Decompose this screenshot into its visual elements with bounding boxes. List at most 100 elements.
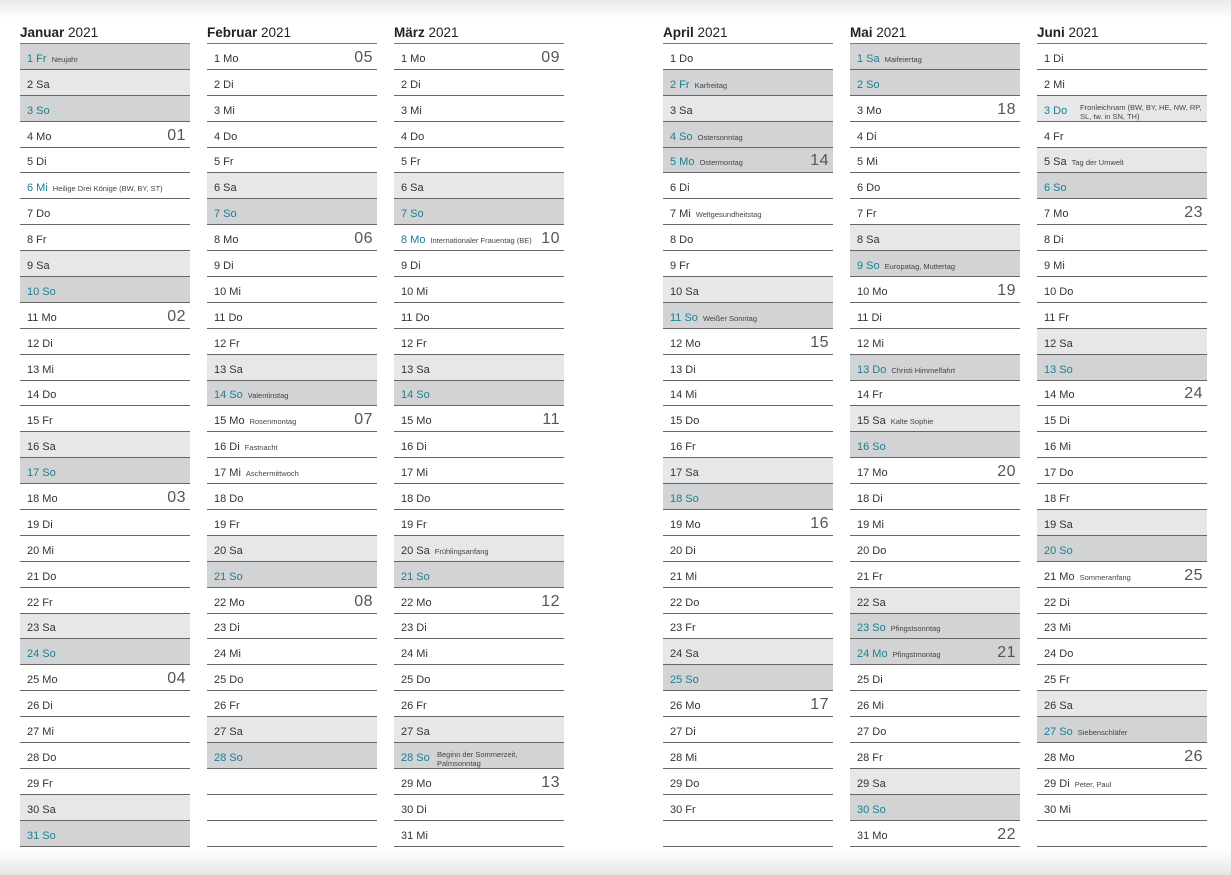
day-row: 20 Sa Frühlingsanfang [394,535,564,562]
day-label: 10 Mi [214,285,241,298]
day-row: 27 Di [663,717,833,744]
day-label: 2 Di [401,78,421,91]
day-row: 22 Di [1037,588,1207,614]
day-row: 25 So [663,665,833,692]
week-number: 23 [1184,204,1203,222]
day-row: 7 Do [20,199,190,226]
day-row: 12 Fr [207,329,377,355]
day-note: Fronleichnam (BW, BY, HE, NW, RP, SL, tw… [1080,102,1202,121]
day-row: 9 Di [394,251,564,278]
day-row: 19 Sa [1037,510,1207,536]
day-row: 25 Do [394,665,564,692]
day-label: 13 Mi [27,363,54,376]
day-label: 2 So [857,78,880,91]
day-label: 4 Di [857,130,877,143]
day-note: Beginn der Sommerzeit, Palmsonntag [437,749,518,768]
month-year: 2021 [697,25,728,40]
day-row: 1 Di [1037,44,1207,70]
day-row: 22 Mo 08 [207,588,377,614]
day-row: 20 Di [663,536,833,562]
day-row: 18 Do [394,484,564,511]
day-note: Neujahr [51,54,78,64]
day-label: 1 Do [670,52,694,65]
day-label: 28 Mo [1044,751,1075,764]
day-label: 21 Fr [857,570,883,583]
day-label: 8 Do [670,234,694,247]
day-label: 20 Di [670,544,696,557]
day-label: 29 Sa [857,777,886,790]
day-row: 24 Do [1037,639,1207,666]
day-note: Europatag, Muttertag [884,262,956,272]
day-label: 20 Sa [214,544,243,557]
day-label: 27 Mi [27,726,54,739]
day-label: 21 So [214,570,243,583]
day-label: 23 So [857,622,886,635]
week-number: 25 [1184,566,1203,584]
day-label: 5 Fr [401,156,421,169]
day-label: 2 Di [214,78,234,91]
week-number: 11 [542,411,560,429]
day-note: Rosenmontag [249,417,297,427]
day-label: 20 Mi [27,544,54,557]
day-label: 17 Mo [857,467,888,480]
day-label: 1 Sa [857,52,880,65]
day-row: 8 Mo Internationaler Frauentag (BE) 10 [394,225,564,252]
week-number: 26 [1184,747,1203,765]
day-row: 1 Mo 05 [207,44,377,70]
day-label: 19 Mi [857,518,884,531]
day-row: 25 Di [850,665,1020,692]
day-label: 17 Do [1044,467,1074,480]
day-row: 7 Fr [850,199,1020,226]
day-row: 9 So Europatag, Muttertag [850,251,1020,278]
day-row: 28 Do [20,743,190,769]
week-number: 05 [354,48,373,66]
day-row: 29 Fr [20,769,190,795]
day-label: 4 Do [401,130,425,143]
week-number: 21 [997,644,1016,662]
month-header: Juni 2021 [1037,24,1207,44]
day-row: 10 Mi [394,277,564,303]
day-label: 9 Di [214,260,234,273]
day-row: 27 Do [850,717,1020,744]
day-label: 24 Mi [401,648,428,661]
month-header: März 2021 [394,24,564,44]
day-row: 19 Di [20,510,190,536]
day-label: 5 Di [27,156,47,169]
day-row: 12 Fr [394,329,564,355]
day-label: 2 Fr [670,78,690,91]
day-row: 17 Sa [663,458,833,485]
week-number: 07 [354,411,373,429]
day-row: 15 Sa Kalte Sophie [850,406,1020,433]
day-row: 18 Do [207,484,377,511]
day-label: 16 Di [401,441,427,454]
day-row: 4 Fr [1037,122,1207,148]
day-label: 7 Mi [670,208,691,221]
day-row: 16 Sa [20,432,190,459]
day-label: 10 Sa [670,285,699,298]
day-label: 9 So [857,260,880,273]
day-row: 24 Sa [663,639,833,666]
week-number: 17 [810,696,829,714]
day-row: 5 Di [20,148,190,174]
day-label: 25 Do [401,674,431,687]
day-label: 13 Do [857,363,887,376]
day-label: 22 Sa [857,596,886,609]
day-label: 12 Fr [214,337,240,350]
day-label: 18 Mo [27,493,58,506]
day-row: 13 So [1037,354,1207,381]
day-row: 17 Mi [394,458,564,485]
day-label: 7 Mo [1044,208,1069,221]
day-label: 6 Mi [27,182,48,195]
day-row: 14 Mo 24 [1037,381,1207,407]
day-label: 10 So [27,285,56,298]
day-label: 22 Mo [214,596,245,609]
day-note: Aschermittwoch [245,469,299,479]
day-label: 11 So [670,311,698,324]
day-label: 28 Mi [670,751,697,764]
month-name: Mai [850,25,873,40]
day-row: 15 Mo 11 [394,406,564,433]
day-label: 15 Sa [857,415,886,428]
day-row: 28 Mo 26 [1037,743,1207,769]
day-row: 12 Mi [850,329,1020,355]
day-row: 16 Mi [1037,432,1207,459]
